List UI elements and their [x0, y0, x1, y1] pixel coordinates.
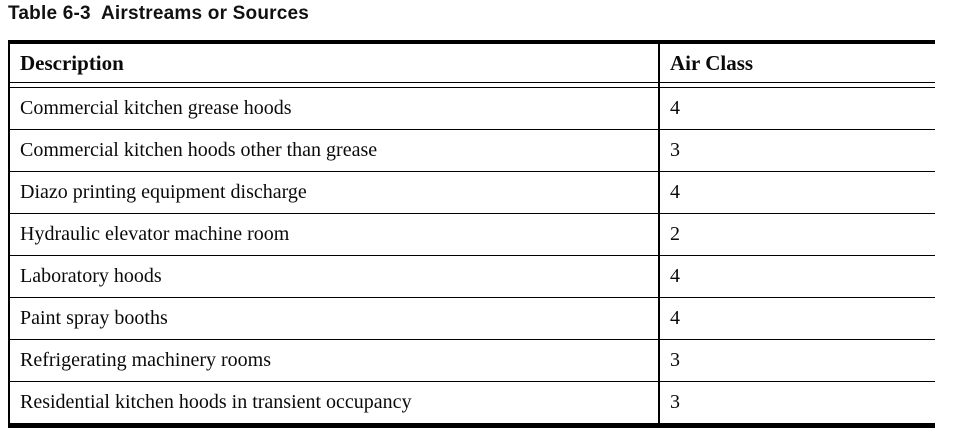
table-row: Refrigerating machinery rooms 3	[9, 339, 935, 382]
cell-air-class: 3	[659, 381, 935, 426]
table-row: Diazo printing equipment discharge 4	[9, 171, 935, 214]
cell-air-class: 4	[659, 255, 935, 298]
table-row: Commercial kitchen grease hoods 4	[9, 87, 935, 130]
column-header-description: Description	[9, 42, 660, 83]
table-row: Paint spray booths 4	[9, 297, 935, 340]
cell-air-class: 4	[659, 171, 935, 214]
cell-air-class: 3	[659, 339, 935, 382]
airstreams-table: Description Air Class Commercial kitchen…	[8, 40, 935, 428]
table-row: Hydraulic elevator machine room 2	[9, 213, 935, 256]
table-row: Commercial kitchen hoods other than grea…	[9, 129, 935, 172]
cell-air-class: 2	[659, 213, 935, 256]
cell-air-class: 4	[659, 297, 935, 340]
header-row: Description Air Class	[9, 42, 935, 83]
cell-air-class: 3	[659, 129, 935, 172]
cell-air-class: 4	[659, 87, 935, 130]
header-double-rule	[9, 82, 935, 88]
cell-description: Residential kitchen hoods in transient o…	[9, 381, 660, 426]
table-row: Residential kitchen hoods in transient o…	[9, 381, 935, 426]
column-header-air-class: Air Class	[659, 42, 935, 83]
header-double-rule-left	[9, 82, 660, 88]
table-caption: Table 6-3 Airstreams or Sources	[8, 3, 310, 24]
table-body: Commercial kitchen grease hoods 4 Commerci…	[9, 87, 935, 426]
cell-description: Paint spray booths	[9, 297, 660, 340]
cell-description: Laboratory hoods	[9, 255, 660, 298]
cell-description: Diazo printing equipment discharge	[9, 171, 660, 214]
cell-description: Commercial kitchen hoods other than grea…	[9, 129, 660, 172]
cell-description: Commercial kitchen grease hoods	[9, 87, 660, 130]
header-double-rule-right	[659, 82, 935, 88]
table-row: Laboratory hoods 4	[9, 255, 935, 298]
cell-description: Refrigerating machinery rooms	[9, 339, 660, 382]
cell-description: Hydraulic elevator machine room	[9, 213, 660, 256]
